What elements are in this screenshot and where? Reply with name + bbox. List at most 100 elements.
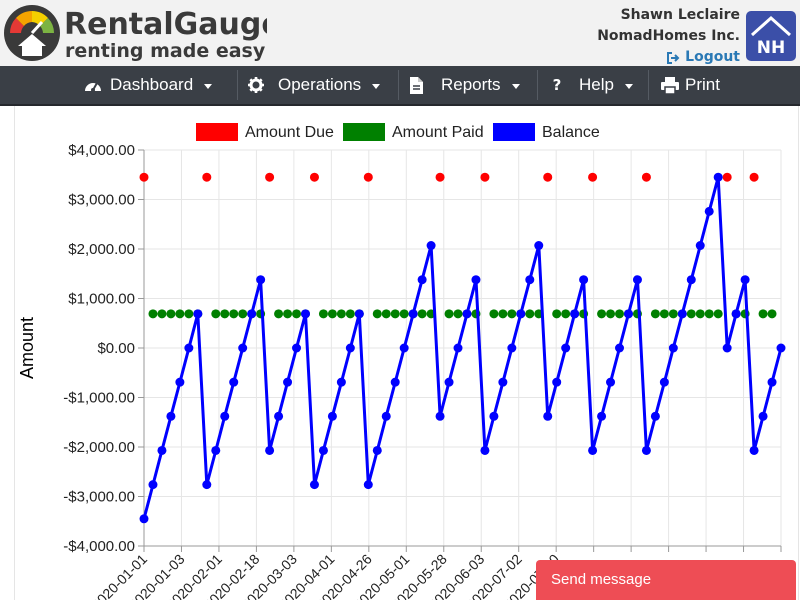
data-point[interactable] (372, 445, 382, 455)
data-point[interactable] (570, 309, 580, 319)
data-point[interactable] (256, 275, 266, 285)
data-point[interactable] (597, 309, 607, 319)
data-point[interactable] (704, 206, 714, 216)
data-point[interactable] (435, 411, 445, 421)
data-point[interactable] (211, 309, 221, 319)
data-point[interactable] (498, 309, 508, 319)
rentalgauge-logo[interactable]: RentalGauge renting made easy (2, 2, 267, 64)
data-point[interactable] (561, 309, 571, 319)
data-point[interactable] (444, 377, 454, 387)
data-point[interactable] (489, 411, 499, 421)
data-point[interactable] (641, 445, 651, 455)
data-point[interactable] (229, 309, 239, 319)
data-point[interactable] (615, 343, 625, 353)
data-point[interactable] (588, 172, 598, 182)
data-point[interactable] (767, 377, 777, 387)
data-point[interactable] (722, 343, 732, 353)
data-point[interactable] (139, 172, 149, 182)
data-point[interactable] (632, 275, 642, 285)
data-point[interactable] (453, 343, 463, 353)
data-point[interactable] (318, 309, 328, 319)
data-point[interactable] (435, 172, 445, 182)
data-point[interactable] (713, 172, 723, 182)
data-point[interactable] (740, 275, 750, 285)
data-point[interactable] (776, 343, 786, 353)
data-point[interactable] (220, 411, 230, 421)
data-point[interactable] (327, 309, 337, 319)
legend-item[interactable]: Amount Due (196, 123, 334, 141)
company-avatar[interactable]: NH (746, 11, 796, 61)
data-point[interactable] (534, 241, 544, 251)
data-point[interactable] (372, 309, 382, 319)
data-point[interactable] (417, 309, 427, 319)
data-point[interactable] (713, 309, 723, 319)
data-point[interactable] (175, 377, 185, 387)
data-point[interactable] (579, 275, 589, 285)
data-point[interactable] (390, 309, 400, 319)
data-point[interactable] (345, 309, 355, 319)
data-point[interactable] (274, 411, 284, 421)
data-point[interactable] (552, 377, 562, 387)
data-point[interactable] (274, 309, 284, 319)
data-point[interactable] (292, 309, 302, 319)
data-point[interactable] (659, 377, 669, 387)
data-point[interactable] (588, 445, 598, 455)
data-point[interactable] (318, 445, 328, 455)
data-point[interactable] (543, 411, 553, 421)
data-point[interactable] (390, 377, 400, 387)
data-point[interactable] (381, 411, 391, 421)
data-point[interactable] (668, 343, 678, 353)
data-point[interactable] (623, 309, 633, 319)
data-point[interactable] (157, 445, 167, 455)
data-point[interactable] (615, 309, 625, 319)
logout-link[interactable]: Logout (667, 47, 740, 68)
data-point[interactable] (265, 445, 275, 455)
data-point[interactable] (704, 309, 714, 319)
data-point[interactable] (363, 172, 373, 182)
data-point[interactable] (650, 309, 660, 319)
data-point[interactable] (749, 172, 759, 182)
data-point[interactable] (767, 309, 777, 319)
data-point[interactable] (300, 309, 310, 319)
data-point[interactable] (525, 309, 535, 319)
data-point[interactable] (202, 480, 212, 490)
data-point[interactable] (408, 309, 418, 319)
data-point[interactable] (480, 172, 490, 182)
data-point[interactable] (336, 377, 346, 387)
data-point[interactable] (641, 172, 651, 182)
data-point[interactable] (444, 309, 454, 319)
data-point[interactable] (498, 377, 508, 387)
data-point[interactable] (525, 275, 535, 285)
data-point[interactable] (695, 309, 705, 319)
data-point[interactable] (309, 480, 319, 490)
data-point[interactable] (363, 480, 373, 490)
nav-dashboard[interactable]: Dashboard (84, 66, 213, 104)
data-point[interactable] (516, 309, 526, 319)
data-point[interactable] (686, 309, 696, 319)
nav-help[interactable]: ? Help (552, 66, 633, 104)
data-point[interactable] (283, 309, 293, 319)
data-point[interactable] (650, 411, 660, 421)
legend-item[interactable]: Balance (493, 123, 600, 141)
nav-print[interactable]: Print (661, 66, 720, 104)
data-point[interactable] (543, 172, 553, 182)
data-point[interactable] (677, 309, 687, 319)
data-point[interactable] (758, 411, 768, 421)
data-point[interactable] (462, 309, 472, 319)
data-point[interactable] (229, 377, 239, 387)
data-point[interactable] (157, 309, 167, 319)
data-point[interactable] (247, 309, 257, 319)
data-point[interactable] (193, 309, 203, 319)
data-point[interactable] (731, 309, 741, 319)
data-point[interactable] (597, 411, 607, 421)
data-point[interactable] (148, 480, 158, 490)
data-point[interactable] (426, 241, 436, 251)
data-point[interactable] (354, 309, 364, 319)
data-point[interactable] (148, 309, 158, 319)
data-point[interactable] (238, 343, 248, 353)
data-point[interactable] (606, 377, 616, 387)
data-point[interactable] (283, 377, 293, 387)
data-point[interactable] (327, 411, 337, 421)
data-point[interactable] (184, 309, 194, 319)
data-point[interactable] (381, 309, 391, 319)
